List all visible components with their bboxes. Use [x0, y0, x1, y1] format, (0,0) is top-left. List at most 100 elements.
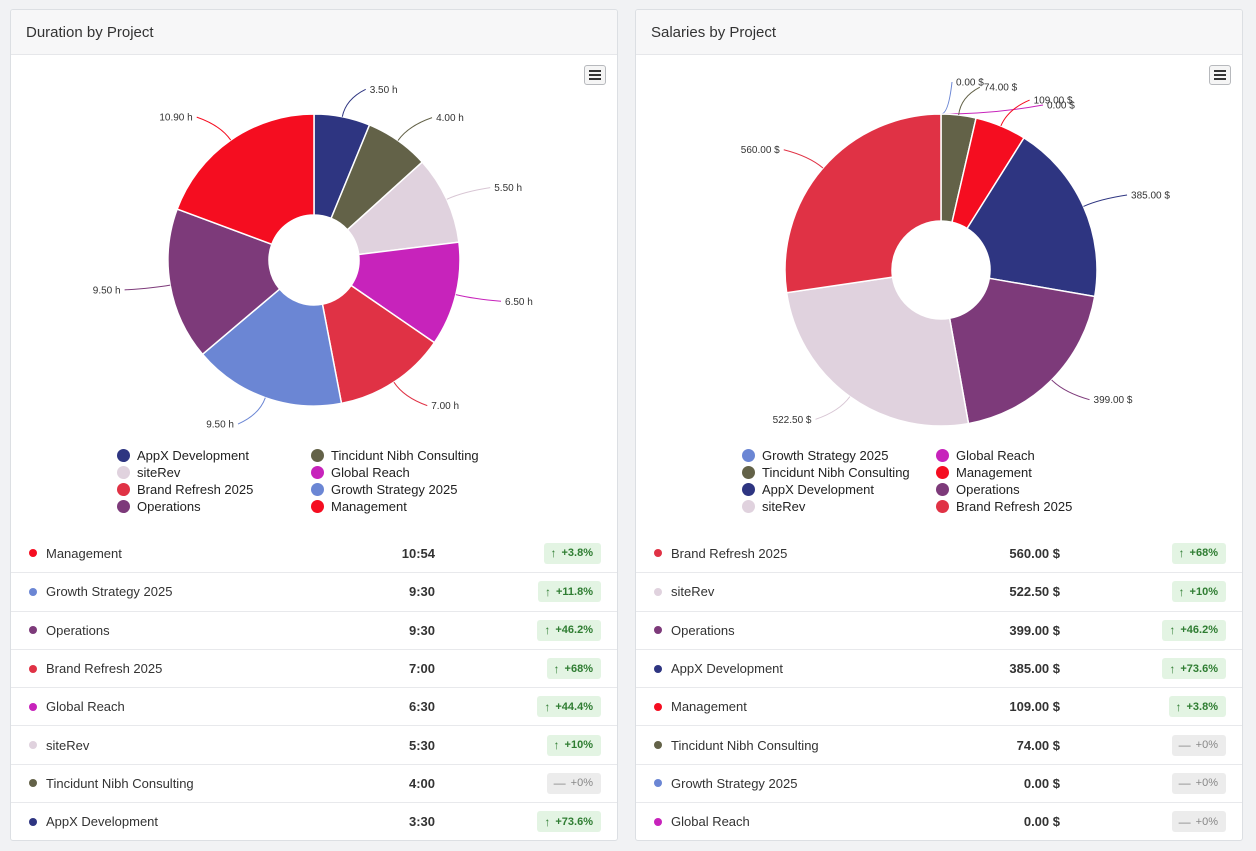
arrow-up-icon: ↑: [544, 623, 551, 638]
row-project-name: Operations: [46, 622, 110, 638]
list-row-global-reach: Global Reach 0.00 $ — +0%: [636, 802, 1242, 840]
slice-management-shape[interactable]: [176, 113, 315, 246]
row-project-name: Global Reach: [46, 699, 125, 715]
change-value: +73.6%: [555, 815, 593, 828]
legend-item-tincidunt-nibh-consulting[interactable]: Tincidunt Nibh Consulting: [742, 464, 936, 481]
row-value: 0.00 $: [1023, 814, 1060, 830]
slice-growth-strategy-2025[interactable]: 9.50 h: [201, 287, 343, 431]
arrow-up-icon: ↑: [544, 584, 551, 599]
row-value: 109.00 $: [1009, 699, 1060, 715]
row-color-dot: [29, 741, 37, 750]
change-value: +3.8%: [561, 547, 594, 560]
row-value: 10:54: [401, 545, 435, 561]
row-project-name: siteRev: [671, 584, 715, 600]
legend-item-operations[interactable]: Operations: [117, 498, 311, 515]
slice-siterev[interactable]: 522.50 $: [773, 276, 970, 427]
connector-siterev: [446, 187, 491, 200]
slice-operations-shape[interactable]: [948, 277, 1096, 425]
change-badge: ↑ +3.8%: [543, 542, 601, 564]
legend-item-brand-refresh-2025[interactable]: Brand Refresh 2025: [936, 498, 1136, 515]
row-project-name: Operations: [671, 622, 735, 638]
legend-label: AppX Development: [137, 448, 250, 463]
connector-siterev: [815, 396, 851, 420]
list-row-brand-refresh-2025: Brand Refresh 2025 560.00 $ ↑ +68%: [636, 534, 1242, 572]
change-badge: — +0%: [1171, 772, 1226, 794]
list-row-siterev: siteRev 522.50 $ ↑ +10%: [636, 572, 1242, 610]
change-badge: ↑ +68%: [1171, 542, 1226, 564]
row-color-dot: [654, 702, 662, 711]
slice-operations[interactable]: 9.50 h: [93, 208, 281, 356]
legend-item-tincidunt-nibh-consulting[interactable]: Tincidunt Nibh Consulting: [311, 447, 511, 464]
legend-item-management[interactable]: Management: [936, 464, 1136, 481]
legend-item-global-reach[interactable]: Global Reach: [936, 447, 1136, 464]
change-value: +44.4%: [555, 700, 593, 713]
legend-item-brand-refresh-2025[interactable]: Brand Refresh 2025: [117, 481, 311, 498]
legend-item-management[interactable]: Management: [311, 498, 511, 515]
slice-brand-refresh-2025-shape[interactable]: [784, 113, 942, 294]
list-row-operations: Operations 9:30 ↑ +46.2%: [11, 610, 617, 649]
slice-brand-refresh-2025[interactable]: 7.00 h: [321, 284, 459, 412]
connector-appx-development: [1083, 194, 1128, 207]
row-value: 4:00: [408, 775, 435, 791]
data-label-management: 10.90 h: [159, 113, 192, 124]
arrow-up-icon: ↑: [544, 699, 551, 714]
slice-appx-development[interactable]: 385.00 $: [966, 136, 1170, 298]
legend-label: siteRev: [762, 499, 806, 514]
dash-icon: —: [553, 776, 566, 791]
slice-operations-shape[interactable]: [167, 208, 281, 356]
connector-growth-strategy-2025: [940, 81, 953, 115]
connector-tincidunt-nibh-consulting: [397, 117, 433, 141]
data-label-global-reach: 6.50 h: [505, 297, 533, 308]
slice-management[interactable]: 10.90 h: [159, 113, 315, 246]
legend-item-appx-development[interactable]: AppX Development: [742, 481, 936, 498]
data-label-siterev: 522.50 $: [773, 415, 812, 426]
change-badge: ↑ +46.2%: [1162, 619, 1226, 641]
slice-operations[interactable]: 399.00 $: [948, 277, 1133, 425]
legend-item-growth-strategy-2025[interactable]: Growth Strategy 2025: [742, 447, 936, 464]
connector-global-reach: [455, 294, 502, 302]
slice-global-reach-shape[interactable]: [350, 241, 461, 344]
row-color-dot: [654, 817, 662, 826]
legend-label: Brand Refresh 2025: [137, 482, 254, 497]
connector-global-reach: [940, 104, 1044, 115]
row-project-name: Management: [46, 545, 122, 561]
slice-brand-refresh-2025-shape[interactable]: [321, 284, 436, 405]
connector-tincidunt-nibh-consulting: [958, 86, 981, 116]
legend-label: Global Reach: [956, 448, 1035, 463]
legend-item-growth-strategy-2025[interactable]: Growth Strategy 2025: [311, 481, 511, 498]
slice-siterev-shape[interactable]: [785, 276, 970, 427]
slice-global-reach[interactable]: 6.50 h: [350, 241, 533, 344]
row-color-dot: [29, 702, 37, 711]
dash-icon: —: [1178, 738, 1191, 753]
duration-panel: Duration by Project 3.50 h 4.00 h 5.50 h 6.…: [10, 9, 618, 841]
slice-growth-strategy-2025-shape[interactable]: [201, 287, 343, 407]
legend-marker: [936, 466, 949, 479]
chart-menu-button[interactable]: [1209, 65, 1231, 85]
row-project-name: Growth Strategy 2025: [671, 775, 798, 791]
legend-item-global-reach[interactable]: Global Reach: [311, 464, 511, 481]
chart-legend: Growth Strategy 2025 Global Reach Tincidun…: [636, 447, 1242, 515]
change-badge: ↑ +44.4%: [537, 696, 601, 718]
row-color-dot: [654, 741, 662, 750]
change-badge: — +0%: [1171, 734, 1226, 756]
salaries-donut-chart: 0.00 $0.00 $74.00 $109.00 $385.00 $399.0…: [741, 78, 1170, 427]
chart-menu-button[interactable]: [584, 65, 606, 85]
change-value: +46.2%: [1180, 624, 1218, 637]
list-row-tincidunt-nibh-consulting: Tincidunt Nibh Consulting 74.00 $ — +0%: [636, 725, 1242, 763]
arrow-up-icon: ↑: [1169, 661, 1176, 676]
row-value: 6:30: [408, 699, 435, 715]
legend-item-operations[interactable]: Operations: [936, 481, 1136, 498]
hamburger-menu-icon: [589, 70, 601, 72]
menu-icon-bar: [1214, 74, 1226, 76]
legend-item-appx-development[interactable]: AppX Development: [117, 447, 311, 464]
legend-item-siterev[interactable]: siteRev: [742, 498, 936, 515]
legend-marker: [117, 466, 130, 479]
slice-growth-strategy-2025[interactable]: 0.00 $: [940, 78, 984, 115]
slice-brand-refresh-2025[interactable]: 560.00 $: [741, 113, 942, 294]
arrow-up-icon: ↑: [553, 661, 560, 676]
row-project-name: siteRev: [46, 737, 90, 753]
slice-appx-development-shape[interactable]: [966, 136, 1098, 298]
row-value: 74.00 $: [1016, 737, 1060, 753]
legend-item-siterev[interactable]: siteRev: [117, 464, 311, 481]
arrow-up-icon: ↑: [544, 814, 551, 829]
